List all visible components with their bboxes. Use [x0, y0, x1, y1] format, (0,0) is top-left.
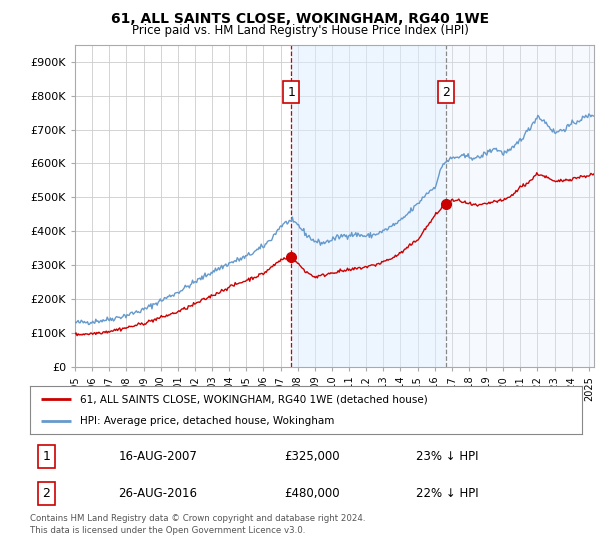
Text: 61, ALL SAINTS CLOSE, WOKINGHAM, RG40 1WE: 61, ALL SAINTS CLOSE, WOKINGHAM, RG40 1W… [111, 12, 489, 26]
Text: £325,000: £325,000 [284, 450, 340, 464]
Bar [291, 45, 446, 367]
Text: 61, ALL SAINTS CLOSE, WOKINGHAM, RG40 1WE (detached house): 61, ALL SAINTS CLOSE, WOKINGHAM, RG40 1W… [80, 394, 427, 404]
Text: 2: 2 [442, 86, 450, 99]
Text: 16-AUG-2007: 16-AUG-2007 [118, 450, 197, 464]
Text: 23% ↓ HPI: 23% ↓ HPI [416, 450, 479, 464]
Text: HPI: Average price, detached house, Wokingham: HPI: Average price, detached house, Woki… [80, 416, 334, 426]
Text: 1: 1 [43, 450, 50, 464]
Bar [446, 45, 594, 367]
Text: Price paid vs. HM Land Registry's House Price Index (HPI): Price paid vs. HM Land Registry's House … [131, 24, 469, 37]
Text: 2: 2 [43, 487, 50, 500]
Text: 22% ↓ HPI: 22% ↓ HPI [416, 487, 479, 500]
Text: 1: 1 [287, 86, 295, 99]
Text: 26-AUG-2016: 26-AUG-2016 [118, 487, 197, 500]
Text: Contains HM Land Registry data © Crown copyright and database right 2024.
This d: Contains HM Land Registry data © Crown c… [30, 514, 365, 535]
Text: £480,000: £480,000 [284, 487, 340, 500]
